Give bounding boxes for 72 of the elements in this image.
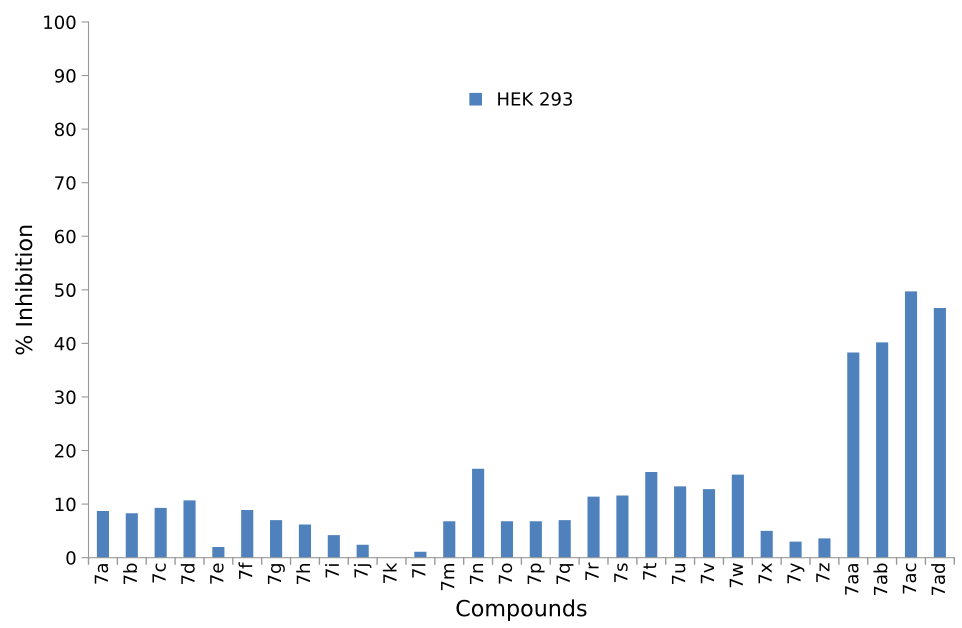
y-tick-label: 0 bbox=[66, 551, 76, 565]
x-tick-label: 7n bbox=[470, 564, 484, 584]
bar bbox=[732, 474, 744, 558]
bar bbox=[587, 496, 600, 558]
bar bbox=[530, 521, 542, 558]
x-tick-label: 7q bbox=[556, 564, 574, 584]
x-tick-label: 7ac bbox=[902, 564, 916, 594]
bar bbox=[558, 520, 571, 558]
bar bbox=[212, 546, 224, 558]
legend-label: HEK 293 bbox=[498, 92, 572, 106]
x-tick-label: 7t bbox=[643, 562, 656, 580]
bar bbox=[616, 496, 628, 558]
x-tick-label: 7d bbox=[180, 564, 195, 584]
x-tick-label: 7p bbox=[528, 564, 545, 584]
bar bbox=[241, 510, 254, 558]
x-tick-label: 7c bbox=[152, 564, 166, 582]
x-tick-label: 7x bbox=[758, 563, 772, 584]
x-tick-label: 7m bbox=[441, 564, 454, 590]
bar bbox=[500, 521, 514, 558]
x-tick-label: 7v bbox=[700, 563, 714, 584]
bar bbox=[328, 535, 340, 558]
y-tick-label: 100 bbox=[44, 15, 76, 30]
x-tick-label: 7u bbox=[672, 564, 686, 584]
x-tick-label: 7ad bbox=[931, 564, 946, 596]
x-tick-label: 7r bbox=[585, 562, 599, 580]
bar bbox=[904, 291, 918, 558]
x-tick-label: 7g bbox=[268, 564, 285, 584]
y-axis-title: % Inhibition bbox=[15, 226, 32, 355]
x-tick-label: 7y bbox=[787, 563, 804, 584]
bar bbox=[847, 352, 860, 558]
x-tick-label: 7aa bbox=[845, 564, 859, 595]
x-tick-label: 7a bbox=[94, 564, 108, 584]
x-tick-label: 7b bbox=[123, 564, 138, 584]
x-tick-label: 7w bbox=[730, 563, 743, 588]
bar bbox=[645, 472, 658, 558]
x-tick-label: 7s bbox=[614, 563, 628, 582]
x-tick-label: 7o bbox=[498, 564, 512, 584]
y-tick-label: 50 bbox=[55, 283, 76, 297]
bar bbox=[96, 511, 109, 558]
bar bbox=[298, 524, 312, 558]
bar bbox=[790, 542, 802, 558]
y-tick-label: 60 bbox=[54, 230, 76, 244]
bar bbox=[702, 489, 716, 558]
x-tick-label: 7i bbox=[325, 564, 339, 578]
y-tick-label: 30 bbox=[55, 390, 76, 404]
x-axis-title: Compounds bbox=[456, 599, 586, 621]
bar bbox=[154, 508, 167, 558]
y-tick-label: 40 bbox=[54, 336, 76, 351]
y-tick-label: 70 bbox=[55, 176, 76, 190]
bar bbox=[876, 342, 888, 558]
x-tick-label: 7f bbox=[238, 562, 252, 579]
x-tick-label: 7j bbox=[354, 564, 372, 578]
bar bbox=[472, 468, 484, 558]
bar bbox=[760, 530, 773, 558]
bar bbox=[934, 308, 946, 558]
bar bbox=[270, 520, 282, 558]
x-tick-label: 7ab bbox=[873, 564, 888, 596]
x-tick-label: 7h bbox=[296, 564, 310, 584]
x-tick-label: 7k bbox=[382, 562, 397, 583]
y-tick-label: 80 bbox=[54, 122, 76, 136]
bar bbox=[818, 538, 830, 558]
y-tick-label: 20 bbox=[55, 444, 76, 458]
x-tick-label: 7z bbox=[816, 563, 830, 582]
y-tick-label: 10 bbox=[56, 498, 76, 512]
bar bbox=[674, 486, 686, 558]
bar bbox=[183, 500, 196, 558]
bar bbox=[356, 544, 369, 558]
y-tick-label: 90 bbox=[54, 69, 76, 83]
x-tick-label: 7l bbox=[412, 564, 426, 578]
bar bbox=[126, 513, 138, 558]
bar bbox=[443, 521, 456, 558]
x-tick-label: 7e bbox=[210, 563, 224, 584]
